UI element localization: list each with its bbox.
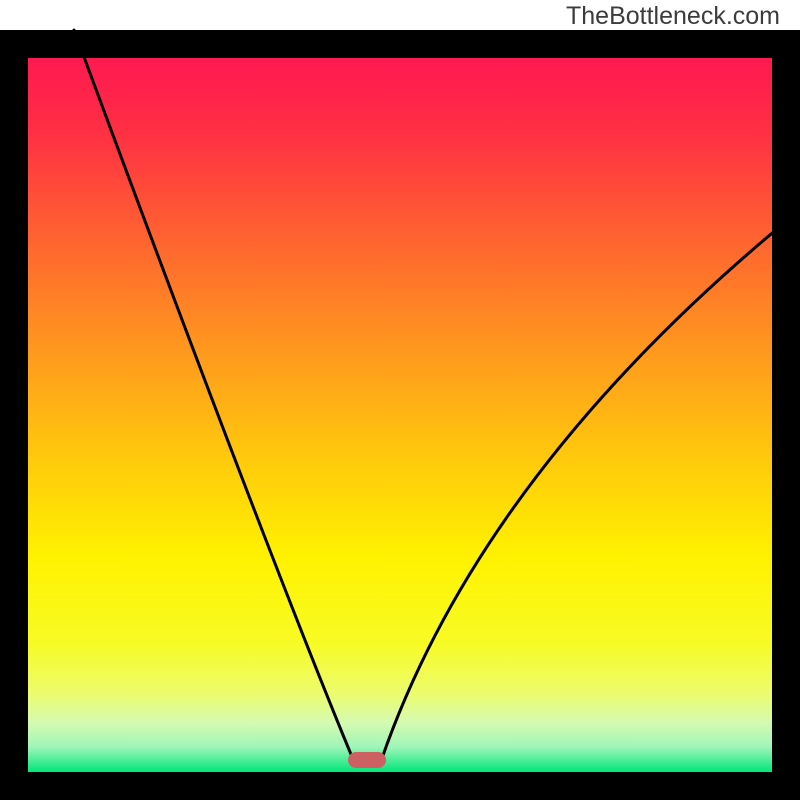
- gradient-background: [28, 58, 772, 772]
- minimum-marker: [348, 752, 386, 768]
- watermark-text: TheBottleneck.com: [566, 2, 780, 31]
- chart-stage: TheBottleneck.com: [0, 0, 800, 800]
